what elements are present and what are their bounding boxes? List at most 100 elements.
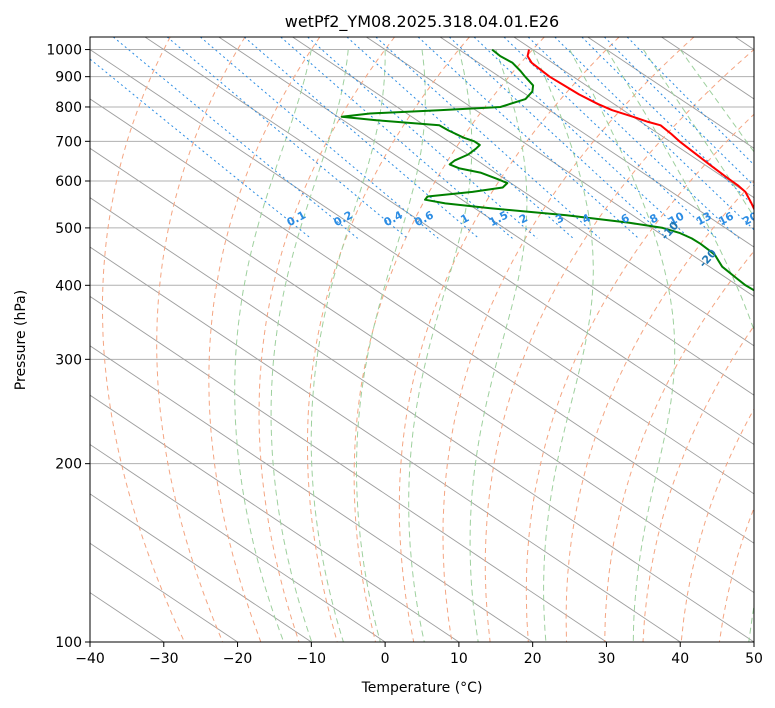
dry-adiabats [102, 37, 775, 642]
isotherm-line [90, 246, 681, 642]
y-tick-label: 100 [55, 635, 82, 651]
mixing-ratio-label: 0.4 [382, 208, 406, 229]
mixing-ratio-label: 8 [647, 211, 660, 226]
mixing-ratio-line [166, 37, 408, 239]
dry-adiabat-line [208, 37, 321, 642]
isotherm-line [587, 37, 754, 149]
mixing-ratio-line [200, 37, 439, 239]
moist-adiabat-line [234, 49, 312, 642]
dry-adiabat-line [102, 37, 185, 642]
mixing-ratio-lines [90, 37, 754, 239]
isotherm-line [90, 295, 607, 642]
mixing-ratio-line [375, 37, 601, 239]
dry-adiabat-label: 20 [768, 129, 775, 149]
moist-adiabat-line [642, 49, 754, 218]
dry-adiabat-line [398, 37, 620, 642]
isotherm-line [734, 37, 754, 51]
isotherm-line [292, 37, 754, 347]
dry-adiabat-line [604, 250, 754, 642]
y-tick-label: 500 [55, 221, 82, 237]
isotherm-line [661, 37, 754, 100]
mixing-ratio-label: 0.2 [332, 208, 355, 229]
mixing-ratio-line [527, 37, 740, 239]
mixing-ratio-label: 10 [667, 209, 687, 228]
moist-adiabat-line [310, 49, 386, 642]
x-tick-label: 50 [745, 651, 763, 667]
mixing-ratio-line [581, 37, 754, 207]
y-tick-label: 1000 [46, 43, 82, 59]
y-axis-ticks: 100 200 300 400 500 600 700 800 900 1000 [46, 43, 90, 651]
dry-adiabat-line [565, 180, 754, 642]
y-tick-label: 400 [55, 278, 82, 294]
moist-adiabat-label: -20 [696, 246, 719, 270]
chart-title: wetPf2_YM08.2025.318.04.01.E26 [285, 12, 559, 32]
mixing-ratio-label: 2 [517, 211, 530, 226]
moist-adiabat-line [270, 49, 349, 642]
mixing-ratio-line [604, 37, 754, 187]
dry-adiabat-line [718, 506, 754, 642]
isotherm-line [218, 37, 754, 396]
y-tick-label: 600 [55, 174, 82, 190]
dry-adiabat-line [442, 37, 695, 642]
dewpoint-profile-line [340, 48, 754, 292]
sounding-profiles [340, 48, 754, 292]
isotherm-line [90, 49, 754, 495]
isotherm-line [90, 98, 754, 544]
x-tick-label: 40 [671, 651, 689, 667]
dry-adiabat-line [353, 37, 545, 642]
mixing-ratio-label: 1 [458, 211, 471, 226]
mixing-ratio-line [473, 37, 691, 239]
moist-adiabat-line [605, 49, 754, 642]
y-axis-label: Pressure (hPa) [13, 290, 29, 390]
moist-adiabat-line [679, 49, 754, 153]
isotherm-line [513, 37, 754, 199]
x-tick-label: 20 [524, 651, 542, 667]
mixing-ratio-line [280, 37, 513, 239]
plot-frame [89, 36, 755, 643]
x-tick-label: 0 [381, 651, 390, 667]
mixing-ratio-line [417, 37, 639, 239]
mixing-ratio-line [90, 58, 312, 239]
isotherm-line [90, 147, 754, 594]
mixing-ratio-line [448, 37, 668, 239]
moist-adiabat-line [532, 49, 594, 642]
mixing-ratio-label: 0.1 [285, 208, 308, 229]
dry-adiabat-label: 30 [758, 97, 775, 117]
x-tick-label: 10 [450, 651, 468, 667]
y-tick-label: 900 [55, 70, 82, 86]
dry-adiabat-line [525, 113, 754, 642]
moist-adiabat-label: -30 [754, 291, 775, 315]
skewed-isotherms [90, 37, 754, 642]
isotherm-line [366, 37, 754, 297]
y-tick-label: 300 [55, 352, 82, 368]
mixing-ratio-label: 16 [716, 209, 736, 228]
dry-adiabat-line [758, 37, 775, 642]
x-axis-ticks: −40 −30 −20 −10 0 10 20 30 40 50 [75, 642, 763, 667]
moist-adiabat-line [408, 49, 473, 642]
dry-adiabat-line [484, 48, 754, 642]
isotherm-line [144, 37, 754, 446]
x-tick-label: −20 [223, 651, 253, 667]
mixing-ratio-line [346, 37, 574, 239]
mixing-ratio-label: 25 [765, 209, 775, 228]
plot-area: 0.10.20.40.611.52346810131620253036-100-… [90, 37, 775, 642]
moist-adiabat-line [469, 49, 528, 642]
isotherm-line [439, 37, 754, 248]
y-tick-label: 700 [55, 134, 82, 150]
isotherm-line [90, 443, 386, 642]
mixing-ratio-label: 1.5 [487, 208, 510, 229]
isotherm-line [90, 345, 533, 642]
reference-line-labels: 0.10.20.40.611.52346810131620253036-100-… [285, 97, 775, 315]
mixing-ratio-line [503, 37, 718, 239]
mixing-ratio-label: 20 [741, 209, 761, 228]
x-tick-label: −10 [297, 651, 327, 667]
isotherm-line [90, 493, 312, 642]
dry-adiabat-line [156, 37, 246, 642]
dry-adiabat-line [642, 325, 754, 642]
mixing-ratio-label: 13 [694, 209, 714, 228]
isotherm-line [90, 394, 460, 642]
temperature-profile-line [526, 49, 754, 212]
y-tick-label: 200 [55, 457, 82, 473]
dry-adiabat-line [258, 37, 395, 642]
